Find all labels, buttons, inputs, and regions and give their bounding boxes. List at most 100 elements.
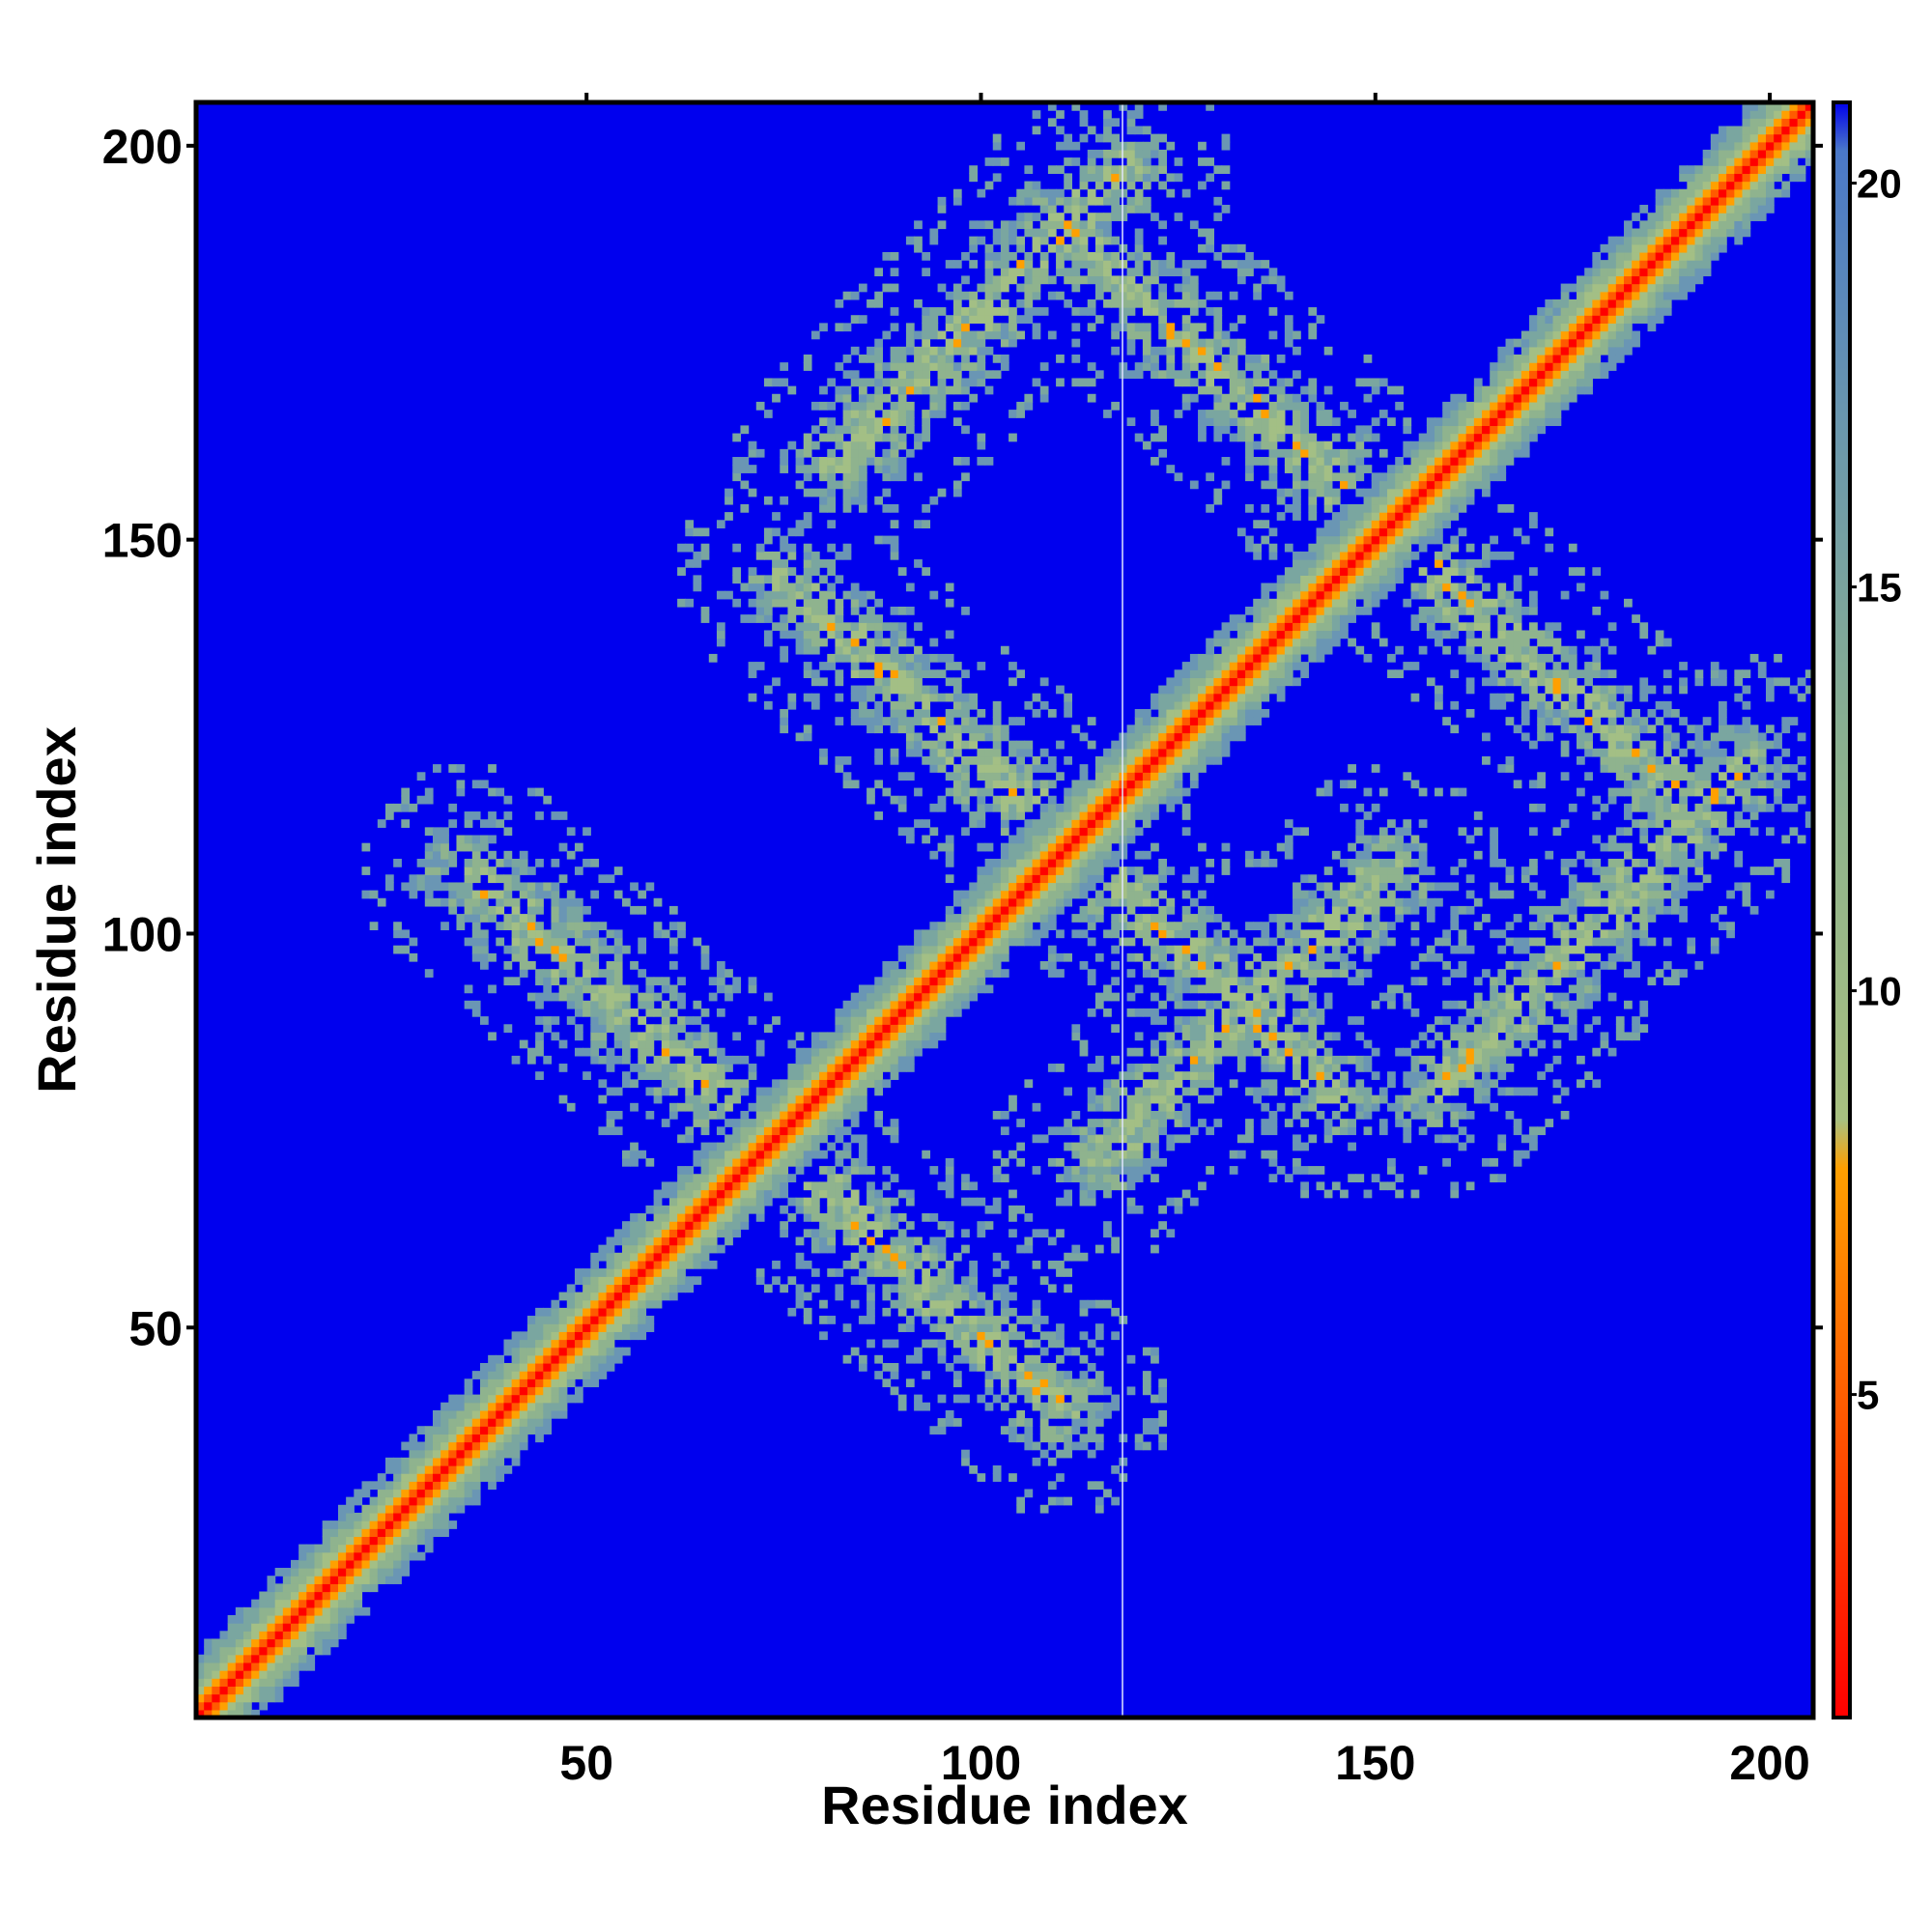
heatmap-cell: [716, 622, 725, 632]
heatmap-cell: [1071, 1024, 1081, 1034]
heatmap-cell: [566, 1331, 576, 1341]
heatmap-cell: [535, 1409, 544, 1419]
heatmap-cell: [1016, 330, 1026, 340]
heatmap-cell: [1032, 1402, 1041, 1411]
heatmap-cell: [630, 1323, 639, 1332]
heatmap-cell: [630, 1236, 639, 1246]
heatmap-cell: [914, 709, 923, 718]
heatmap-cell: [1047, 835, 1057, 844]
heatmap-cell: [867, 1016, 875, 1025]
heatmap-cell: [850, 1236, 860, 1246]
heatmap-cell: [551, 952, 560, 962]
heatmap-cell: [780, 362, 789, 371]
heatmap-cell: [1166, 298, 1176, 308]
heatmap-cell: [1087, 307, 1096, 316]
heatmap-cell: [882, 393, 892, 403]
heatmap-cell: [874, 457, 884, 466]
heatmap-cell: [961, 1284, 970, 1293]
heatmap-cell: [606, 1316, 615, 1324]
heatmap-cell: [432, 835, 441, 844]
heatmap-cell: [693, 1229, 702, 1238]
heatmap-cell: [827, 1205, 837, 1214]
heatmap-cell: [551, 1378, 560, 1388]
heatmap-cell: [668, 1221, 678, 1230]
heatmap-cell: [274, 1670, 284, 1679]
heatmap-cell: [526, 1394, 536, 1404]
heatmap-cell: [558, 842, 568, 852]
heatmap-cell: [795, 480, 805, 490]
heatmap-cell: [708, 1229, 718, 1238]
heatmap-cell: [882, 1181, 892, 1191]
heatmap-cell: [850, 1205, 860, 1214]
heatmap-cell: [1056, 196, 1065, 206]
heatmap-cell: [905, 677, 915, 687]
heatmap-cell: [937, 984, 947, 994]
heatmap-cell: [590, 961, 600, 970]
heatmap-cell: [1103, 157, 1112, 166]
heatmap-cell: [464, 897, 473, 907]
heatmap-cell: [535, 992, 544, 1002]
heatmap-cell: [377, 1473, 386, 1482]
heatmap-cell: [204, 1638, 213, 1648]
heatmap-cell: [1151, 922, 1159, 930]
heatmap-cell: [243, 1678, 252, 1687]
heatmap-cell: [235, 1662, 244, 1671]
heatmap-cell: [645, 1157, 655, 1167]
heatmap-cell: [937, 1323, 947, 1332]
heatmap-cell: [543, 1055, 553, 1065]
heatmap-cell: [882, 535, 892, 545]
heatmap-cell: [1056, 1339, 1065, 1349]
heatmap-cell: [835, 1119, 844, 1127]
heatmap-cell: [613, 1284, 623, 1293]
heatmap-cell: [1119, 740, 1128, 750]
heatmap-cell: [1119, 890, 1128, 899]
heatmap-cell: [1000, 914, 1009, 923]
heatmap-cell: [929, 922, 939, 930]
heatmap-cell: [590, 1371, 600, 1379]
heatmap-cell: [630, 1260, 639, 1269]
heatmap-cell: [274, 1662, 284, 1671]
heatmap-cell: [1047, 1064, 1057, 1072]
heatmap-cell: [361, 1528, 371, 1538]
heatmap-cell: [858, 1276, 867, 1286]
heatmap-cell: [858, 440, 867, 450]
heatmap-cell: [992, 1316, 1002, 1324]
heatmap-cell: [1009, 1102, 1017, 1112]
heatmap-cell: [653, 1229, 663, 1238]
heatmap-cell: [977, 1331, 986, 1341]
heatmap-cell: [732, 1166, 742, 1175]
heatmap-cell: [772, 1102, 781, 1112]
heatmap-cell: [1071, 1426, 1081, 1435]
heatmap-cell: [1111, 850, 1121, 860]
heatmap-cell: [479, 1409, 489, 1419]
heatmap-cell: [1126, 724, 1136, 734]
heatmap-cell: [1189, 937, 1199, 947]
heatmap-cell: [858, 1157, 867, 1167]
heatmap-cell: [653, 929, 663, 939]
heatmap-cell: [1174, 1197, 1183, 1207]
heatmap-cell: [677, 1197, 686, 1207]
heatmap-cell: [1009, 717, 1017, 725]
heatmap-cell: [842, 1016, 852, 1025]
heatmap-cell: [1000, 338, 1009, 348]
heatmap-cell: [361, 1489, 371, 1498]
heatmap-cell: [1087, 937, 1096, 947]
heatmap-cell: [440, 1520, 449, 1529]
heatmap-cell: [1166, 764, 1176, 773]
heatmap-cell: [1151, 362, 1159, 371]
heatmap-cell: [716, 638, 725, 647]
heatmap-cell: [613, 937, 623, 947]
heatmap-cell: [574, 1000, 583, 1009]
heatmap-cell: [914, 1284, 923, 1293]
heatmap-cell: [1142, 346, 1151, 355]
heatmap-cell: [882, 1378, 892, 1388]
heatmap-cell: [511, 1402, 521, 1411]
heatmap-cell: [1000, 1354, 1009, 1364]
heatmap-cell: [322, 1559, 331, 1569]
heatmap-cell: [630, 1039, 639, 1049]
heatmap-cell: [1181, 922, 1191, 930]
heatmap-cell: [590, 922, 600, 930]
heatmap-cell: [867, 1299, 875, 1309]
heatmap-cell: [346, 1591, 355, 1601]
heatmap-cell: [1142, 811, 1151, 820]
